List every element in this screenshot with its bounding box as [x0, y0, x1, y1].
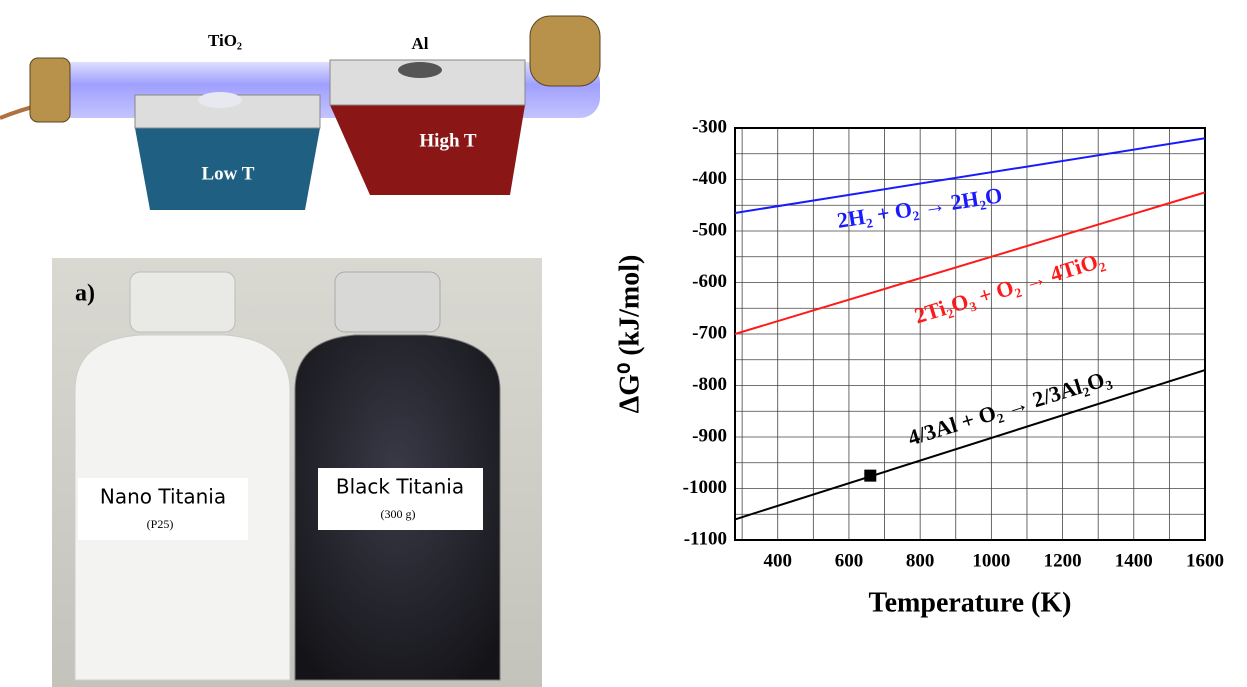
- photo: a) Nano Titania (P25) Black Titania (300…: [52, 258, 542, 687]
- y-tick-label: -400: [692, 168, 727, 189]
- y-axis-label: ΔG⁰ (kJ/mol): [614, 255, 645, 414]
- al-powder: [398, 62, 442, 78]
- stopper: [335, 272, 440, 332]
- furnace-diagram: TiO₂ Al Low T High T: [0, 16, 600, 210]
- right-label: Black Titania: [336, 475, 464, 499]
- figure: TiO₂ Al Low T High T a) Nano Titania (P2…: [0, 0, 1247, 687]
- al-label: Al: [412, 34, 429, 53]
- x-tick-label: 1200: [1044, 550, 1082, 571]
- right-sub: (300 g): [381, 507, 416, 521]
- y-tick-label: -300: [692, 116, 727, 137]
- cap: [530, 16, 600, 86]
- y-tick-label: -500: [692, 219, 727, 240]
- series-label: 4/3Al + O₂ → 2/3Al₂O₃: [905, 365, 1114, 451]
- low-label: Low T: [202, 163, 255, 184]
- left-label: Nano Titania: [100, 485, 226, 509]
- x-tick-label: 600: [835, 550, 864, 571]
- y-tick-label: -1000: [683, 477, 727, 498]
- marker: [864, 470, 876, 482]
- tio2-powder: [198, 92, 242, 108]
- figure-svg: TiO₂ Al Low T High T a) Nano Titania (P2…: [0, 0, 1247, 687]
- left-sub: (P25): [147, 517, 174, 531]
- y-tick-label: -1100: [684, 528, 727, 549]
- y-tick-label: -800: [692, 374, 727, 395]
- high-label: High T: [419, 130, 477, 151]
- x-tick-label: 800: [906, 550, 935, 571]
- panel-label: a): [75, 281, 95, 307]
- y-tick-label: -600: [692, 271, 727, 292]
- tio2-label: TiO₂: [208, 31, 242, 50]
- x-tick-label: 1400: [1115, 550, 1153, 571]
- series-label: 2Ti₂O₃ + O₂ → 4TiO₂: [911, 247, 1107, 329]
- y-tick-label: -900: [692, 425, 727, 446]
- series-line: [735, 370, 1205, 519]
- chart: 400 600 800 1000 1200 1400 1600 -1100 -1000 -900 -…: [614, 116, 1224, 618]
- stopper: [130, 272, 235, 332]
- series-label: 2H₂ + O₂ → 2H₂O: [835, 182, 1004, 233]
- x-tick-label: 400: [763, 550, 792, 571]
- x-tick-label: 1000: [972, 550, 1010, 571]
- cap: [30, 58, 70, 122]
- y-tick-label: -700: [692, 322, 727, 343]
- x-tick-label: 1600: [1186, 550, 1224, 571]
- series-line: [735, 192, 1205, 334]
- x-axis-label: Temperature (K): [869, 587, 1072, 618]
